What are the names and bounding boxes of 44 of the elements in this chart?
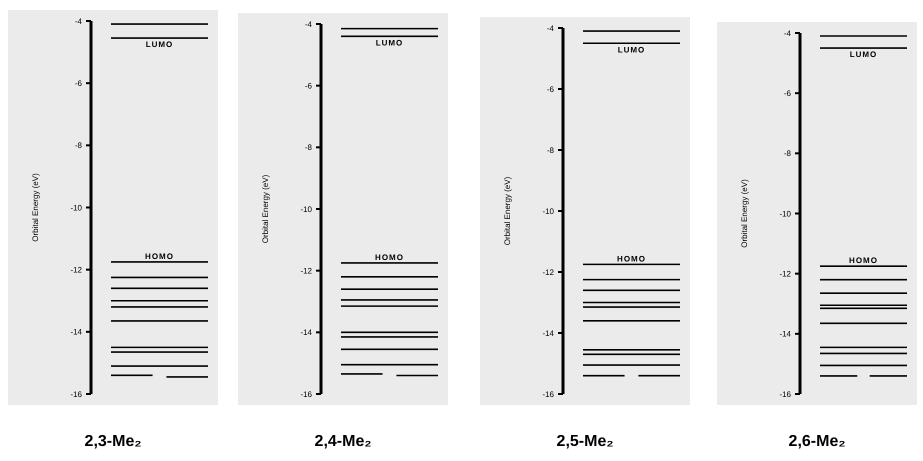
x-axis-title: 2,4-Me₂ <box>314 433 372 450</box>
y-tick-label: -8 <box>74 141 83 150</box>
y-tick-label: -12 <box>70 265 83 274</box>
y-tick-label: -12 <box>300 266 313 276</box>
y-axis-title: Orbital Energy (eV) <box>740 178 749 248</box>
y-tick-label: -16 <box>300 390 313 399</box>
series-label: HOMO <box>375 252 404 262</box>
y-tick-label: -16 <box>70 390 83 399</box>
x-axis-title: 2,5-Me₂ <box>556 433 614 450</box>
x-axis-title: 2,6-Me₂ <box>788 433 846 450</box>
series-label: LUMO <box>146 40 174 50</box>
series-label: HOMO <box>849 256 878 266</box>
x-axis-title: 2,3-Me₂ <box>84 433 142 450</box>
y-tick-label: -6 <box>546 84 555 94</box>
y-tick-label: -4 <box>546 24 555 33</box>
series-label: LUMO <box>376 38 404 48</box>
y-tick-label: -4 <box>304 20 313 29</box>
y-tick-label: -6 <box>304 81 313 90</box>
y-tick-label: -14 <box>70 328 83 337</box>
y-tick-label: -4 <box>74 16 83 26</box>
y-tick-label: -16 <box>542 390 555 399</box>
y-axis-title: Orbital Energy (eV) <box>31 172 40 242</box>
series-label: HOMO <box>145 252 174 261</box>
series-label: LUMO <box>618 45 646 54</box>
series-label: HOMO <box>617 254 646 264</box>
y-tick-label: -8 <box>546 146 555 155</box>
y-tick-label: -6 <box>784 88 792 98</box>
y-tick-label: -10 <box>542 206 555 216</box>
y-tick-label: -12 <box>779 269 792 278</box>
y-axis-title: Orbital Energy (eV) <box>503 176 512 246</box>
y-tick-label: -8 <box>784 149 792 158</box>
y-tick-label: -10 <box>779 209 792 218</box>
y-tick-label: -8 <box>304 143 313 152</box>
y-tick-label: -10 <box>300 204 313 214</box>
y-tick-label: -4 <box>784 28 792 38</box>
y-tick-label: -16 <box>779 390 792 399</box>
y-tick-label: -6 <box>74 78 83 88</box>
y-tick-label: -14 <box>300 328 313 338</box>
y-tick-label: -10 <box>70 203 83 212</box>
y-tick-label: -12 <box>542 268 555 277</box>
series-label: LUMO <box>850 50 878 60</box>
y-tick-label: -14 <box>779 330 792 339</box>
y-tick-label: -14 <box>542 328 555 338</box>
y-axis-title: Orbital Energy (eV) <box>261 174 270 244</box>
